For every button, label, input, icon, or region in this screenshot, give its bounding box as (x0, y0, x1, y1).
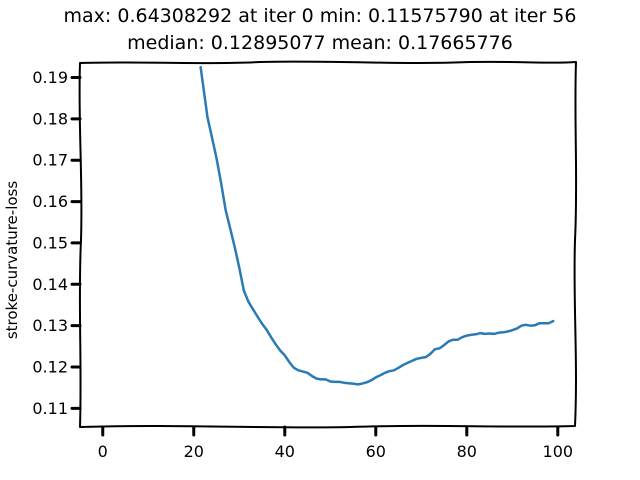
y-tick-label: 0.19 (32, 68, 68, 87)
x-tick-label: 80 (457, 442, 477, 461)
x-tick-label: 20 (184, 442, 204, 461)
y-tick-label: 0.12 (32, 358, 68, 377)
chart-title-line-2: median: 0.12895077 mean: 0.17665776 (127, 32, 513, 54)
series-line-stroke-curvature-loss (199, 65, 555, 386)
x-tick-label: 60 (366, 442, 386, 461)
y-tick-label: 0.17 (32, 151, 68, 170)
y-tick-label: 0.14 (32, 275, 68, 294)
y-axis-ticks: 0.11 0.12 0.13 0.14 0.15 0.16 0.17 0.18 0.19 (32, 68, 82, 418)
y-tick-label: 0.15 (32, 233, 68, 252)
y-axis-label: stroke-curvature-loss (3, 181, 21, 340)
x-tick-label: 0 (98, 442, 108, 461)
y-tick-label: 0.13 (32, 316, 68, 335)
chart-title-line-1: max: 0.64308292 at iter 0 min: 0.1157579… (64, 5, 577, 27)
x-axis-ticks: 0 20 40 60 80 100 (98, 425, 574, 461)
y-tick-label: 0.18 (32, 109, 68, 128)
plot-frame (78, 60, 578, 429)
y-tick-label: 0.11 (32, 399, 68, 418)
x-tick-label: 100 (543, 442, 574, 461)
y-tick-label: 0.16 (32, 192, 68, 211)
x-tick-label: 40 (275, 442, 295, 461)
